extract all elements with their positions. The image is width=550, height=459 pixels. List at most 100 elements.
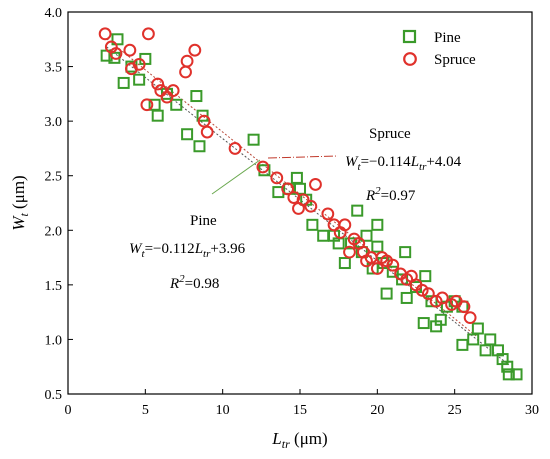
data-point-pine — [371, 218, 384, 231]
x-tick-label: 25 — [448, 403, 462, 418]
data-point-spruce — [123, 43, 137, 57]
data-point-spruce — [180, 54, 194, 68]
fit-line-spruce — [106, 38, 479, 338]
data-point-pine — [111, 33, 124, 46]
data-point-spruce — [321, 207, 335, 221]
pine-annotation-name: Pine — [190, 213, 217, 229]
data-point-pine — [434, 313, 447, 326]
spruce-annotation-name: Spruce — [369, 126, 411, 142]
data-point-pine — [290, 171, 303, 184]
spruce-r-squared: R2=0.97 — [365, 185, 416, 204]
pine-annotation: Pine Wt=−0.112Ltr+3.96 R2=0.98 — [129, 159, 261, 292]
data-point-pine — [501, 360, 514, 373]
x-axis-title: Ltr (μm) — [271, 429, 327, 451]
data-point-spruce — [154, 84, 168, 97]
legend: Pine Spruce — [402, 29, 476, 68]
x-tick-label: 20 — [370, 403, 384, 418]
spruce-fit-equation: Wt=−0.114Ltr+4.04 — [345, 154, 462, 173]
data-point-spruce — [188, 43, 202, 57]
data-point-pine — [306, 218, 319, 231]
legend-label-pine: Pine — [434, 30, 461, 46]
data-point-spruce — [132, 57, 146, 71]
data-point-pine — [417, 317, 430, 330]
data-point-pine — [196, 109, 209, 122]
legend-marker-spruce — [403, 52, 417, 66]
data-point-spruce — [270, 171, 284, 185]
spruce-annotation: Spruce Wt=−0.114Ltr+4.04 R2=0.97 — [267, 126, 462, 204]
data-point-pine — [351, 204, 364, 217]
data-point-spruce — [457, 300, 471, 314]
data-point-pine — [117, 76, 130, 89]
data-point-spruce — [200, 125, 214, 139]
data-point-pine — [502, 368, 515, 381]
y-tick-label: 3.5 — [45, 61, 63, 76]
data-point-spruce — [98, 27, 112, 41]
x-tick-label: 5 — [142, 403, 149, 418]
data-point-spruce — [140, 98, 154, 112]
data-point-pine — [425, 295, 438, 308]
x-tick-label: 15 — [293, 403, 307, 418]
data-point-spruce — [281, 182, 295, 196]
data-point-spruce — [166, 84, 180, 97]
data-point-spruce — [309, 178, 322, 191]
data-point-spruce — [142, 27, 155, 41]
data-point-pine — [360, 229, 373, 242]
y-tick-label: 2.0 — [45, 224, 63, 239]
data-point-pine — [247, 133, 260, 146]
data-point-pine — [386, 265, 399, 278]
legend-label-spruce: Spruce — [434, 52, 476, 68]
data-layer — [98, 27, 523, 381]
pine-fit-equation: Wt=−0.112Ltr+3.96 — [129, 241, 246, 260]
data-point-spruce — [296, 193, 310, 207]
y-tick-label: 3.0 — [45, 115, 63, 130]
y-tick-label: 4.0 — [45, 6, 63, 21]
y-tick-label: 0.5 — [45, 388, 63, 403]
data-point-spruce — [421, 287, 435, 300]
spruce-annotation-leader — [267, 155, 339, 159]
data-point-pine — [479, 344, 492, 357]
data-point-pine — [181, 128, 194, 141]
data-point-spruce — [304, 199, 318, 213]
data-point-pine — [151, 109, 164, 122]
data-point-pine — [419, 270, 432, 283]
fit-line-pine — [106, 46, 510, 366]
data-point-spruce — [370, 262, 384, 275]
x-tick-label: 10 — [216, 403, 230, 418]
data-point-spruce — [228, 142, 242, 155]
data-point-spruce — [429, 294, 443, 308]
data-point-pine — [471, 322, 484, 335]
data-point-pine — [400, 291, 413, 304]
data-point-spruce — [463, 311, 477, 325]
y-axis-title: Wt (μm) — [9, 175, 31, 230]
data-point-pine — [399, 246, 412, 259]
data-point-spruce — [435, 291, 449, 305]
legend-marker-pine — [402, 29, 417, 44]
data-point-pine — [190, 90, 203, 103]
data-point-spruce — [386, 258, 400, 272]
data-point-pine — [380, 287, 393, 300]
data-point-spruce — [343, 245, 356, 259]
data-point-pine — [294, 182, 306, 195]
data-point-pine — [484, 333, 497, 346]
tick-layer: 0 5 10 15 20 25 30 0.5 1.0 1.5 2.0 2.5 3.0 3.5 4.0 — [45, 6, 540, 418]
data-point-pine — [317, 229, 330, 242]
x-tick-label: 0 — [65, 403, 72, 418]
data-point-spruce — [179, 65, 192, 79]
data-point-pine — [170, 98, 183, 111]
data-point-spruce — [256, 160, 270, 174]
y-tick-label: 1.0 — [45, 333, 63, 348]
data-point-pine — [133, 73, 146, 86]
data-point-spruce — [151, 77, 165, 91]
data-point-spruce — [415, 283, 429, 297]
data-point-spruce — [109, 47, 123, 60]
pine-r-squared: R2=0.98 — [169, 273, 219, 292]
data-point-pine — [193, 140, 206, 153]
data-point-pine — [467, 333, 480, 346]
data-point-spruce — [338, 218, 352, 232]
x-tick-label: 30 — [525, 403, 539, 418]
data-point-pine — [510, 368, 523, 381]
pine-annotation-leader — [211, 159, 261, 195]
data-point-pine — [338, 257, 351, 270]
y-tick-label: 2.5 — [45, 170, 63, 185]
